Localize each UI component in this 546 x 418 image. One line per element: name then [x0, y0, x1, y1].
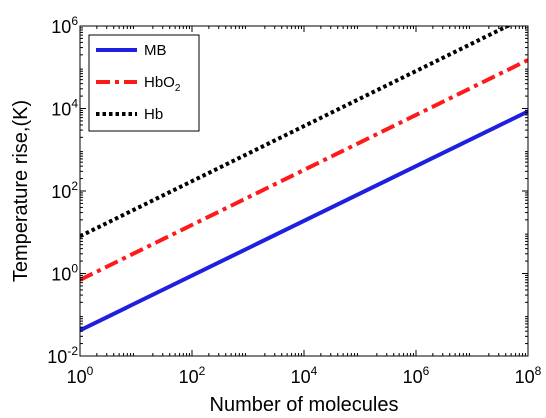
legend-label: HbO2: [144, 74, 181, 94]
x-tick-label: 104: [291, 364, 318, 387]
legend-label: MB: [144, 42, 167, 59]
series-line-hb: [80, 26, 513, 239]
y-tick-label: 10-2: [47, 344, 78, 367]
x-tick-label: 100: [67, 364, 94, 387]
x-tick-label: 108: [515, 364, 542, 387]
y-tick-label: 104: [51, 97, 78, 120]
x-tick-label: 106: [403, 364, 430, 387]
y-tick-label: 100: [51, 262, 78, 285]
series-line-mb: [80, 109, 528, 333]
legend-label: Hb: [144, 106, 163, 123]
y-tick-label: 102: [51, 179, 78, 202]
y-axis-title: Temperature rise,(K): [10, 100, 32, 282]
legend: MB HbO2 Hb: [88, 34, 200, 132]
x-axis-title: Number of molecules: [210, 394, 399, 416]
y-tick-label: 106: [51, 14, 78, 37]
x-tick-label: 102: [179, 364, 206, 387]
